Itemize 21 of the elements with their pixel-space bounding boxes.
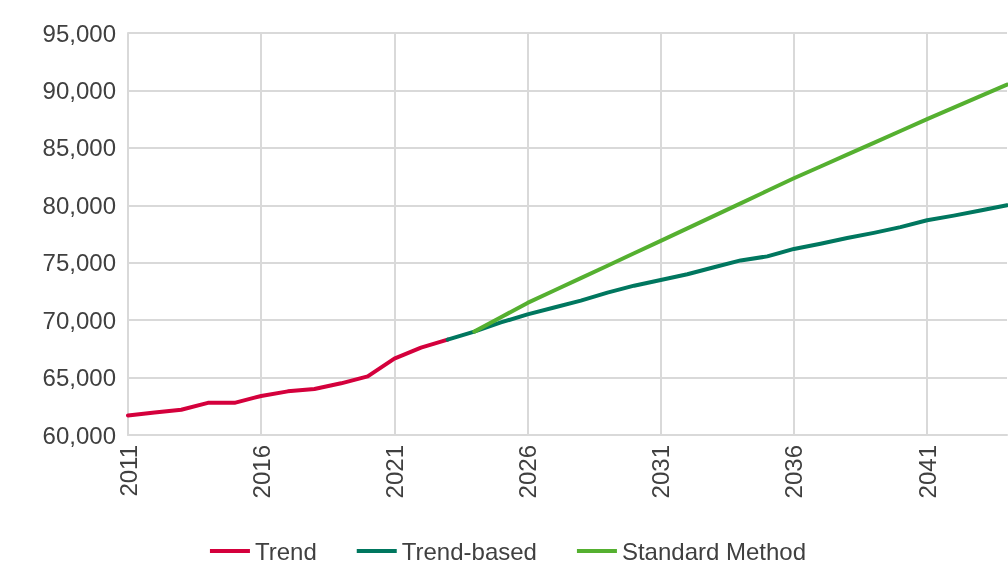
- x-tick-label: 2016: [247, 445, 275, 499]
- y-tick-label: 90,000: [42, 76, 116, 104]
- line-series: [472, 82, 1008, 334]
- x-tick-label: 2021: [380, 445, 408, 499]
- x-tick-label: 2041: [913, 445, 941, 499]
- y-tick-label: 75,000: [42, 249, 116, 277]
- y-tick-label: 70,000: [42, 306, 116, 334]
- x-tick-label: 2026: [514, 445, 542, 499]
- y-tick-label: 60,000: [42, 421, 116, 449]
- y-tick-label: 65,000: [42, 364, 116, 392]
- y-tick-label: 80,000: [42, 191, 116, 219]
- x-tick-label: 2031: [647, 445, 675, 499]
- line-series: [445, 203, 1008, 342]
- x-tick-label: 2036: [780, 445, 808, 499]
- legend-label: Trend-based: [401, 537, 537, 565]
- y-tick-label: 85,000: [42, 134, 116, 162]
- legend-label: Standard Method: [621, 537, 807, 565]
- legend-label: Trend: [254, 537, 317, 565]
- y-tick-label: 95,000: [42, 19, 116, 47]
- x-tick-label: 2011: [114, 445, 142, 497]
- line-series: [126, 337, 450, 418]
